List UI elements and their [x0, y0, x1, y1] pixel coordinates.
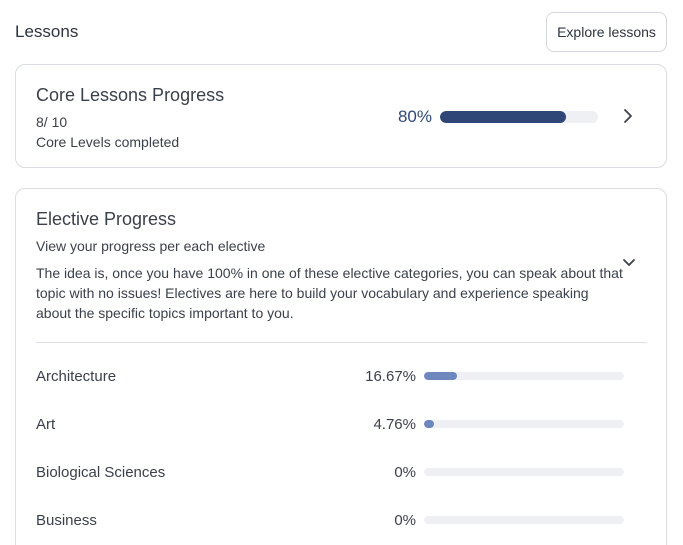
- elective-progress-card: Elective Progress View your progress per…: [15, 188, 667, 545]
- elective-progress-title: Elective Progress: [36, 209, 177, 229]
- elective-progress-subtitle: View your progress per each elective: [36, 238, 266, 254]
- elective-name: Architecture: [36, 368, 117, 385]
- elective-progress-bar: [424, 468, 624, 476]
- elective-name: Biological Sciences: [36, 464, 166, 481]
- core-progress-count: 8/ 10: [36, 114, 68, 130]
- elective-percent: 16.67%: [365, 368, 416, 385]
- elective-progress-fill: [424, 372, 458, 380]
- elective-name: Art: [36, 416, 56, 433]
- section-divider: [36, 342, 647, 343]
- elective-name: Business: [36, 512, 97, 529]
- core-progress-subtitle: Core Levels completed: [36, 134, 180, 150]
- elective-progress-fill: [424, 420, 434, 428]
- elective-row-architecture: Architecture 16.67%: [36, 365, 647, 389]
- elective-progress-bar: [424, 516, 624, 524]
- elective-percent: 0%: [394, 464, 416, 481]
- elective-progress-bar: [424, 420, 624, 428]
- core-progress-bar: [440, 111, 598, 123]
- chevron-down-icon[interactable]: [620, 255, 638, 271]
- core-progress-fill: [440, 111, 567, 123]
- elective-progress-description: The idea is, once you have 100% in one o…: [36, 265, 623, 321]
- chevron-right-icon[interactable]: [620, 106, 636, 126]
- elective-percent: 4.76%: [373, 416, 416, 433]
- elective-progress-bar: [424, 372, 624, 380]
- elective-row-biological-sciences: Biological Sciences 0%: [36, 461, 647, 485]
- elective-row-art: Art 4.76%: [36, 413, 647, 437]
- page-title: Lessons: [15, 22, 79, 41]
- explore-lessons-button[interactable]: Explore lessons: [546, 12, 667, 52]
- elective-row-business: Business 0%: [36, 509, 647, 533]
- core-progress-title: Core Lessons Progress: [36, 85, 225, 105]
- core-progress-percent: 80%: [397, 107, 432, 126]
- elective-percent: 0%: [394, 512, 416, 529]
- core-progress-card[interactable]: Core Lessons Progress 8/ 10 Core Levels …: [15, 64, 667, 168]
